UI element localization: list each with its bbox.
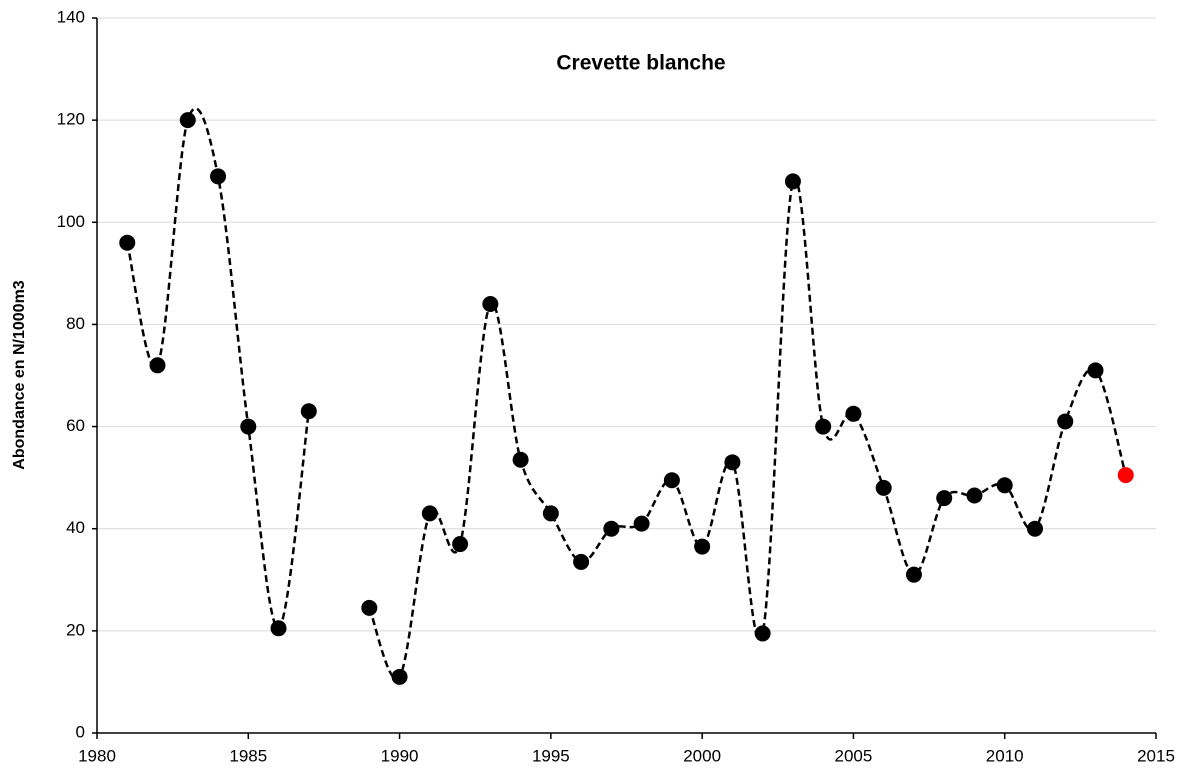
marker bbox=[512, 451, 529, 468]
y-tick-label: 60 bbox=[66, 416, 85, 435]
marker bbox=[875, 479, 892, 496]
y-tick-label: 40 bbox=[66, 518, 85, 537]
marker bbox=[815, 418, 832, 435]
y-tick-label: 120 bbox=[57, 110, 85, 129]
marker bbox=[391, 668, 408, 685]
marker bbox=[936, 490, 953, 507]
marker bbox=[179, 112, 196, 129]
x-tick-label: 2005 bbox=[835, 746, 873, 765]
marker bbox=[270, 620, 287, 637]
y-tick-label: 140 bbox=[57, 7, 85, 26]
marker bbox=[119, 234, 136, 251]
chart-title: Crevette blanche bbox=[556, 52, 725, 75]
x-tick-label: 1995 bbox=[532, 746, 570, 765]
y-tick-label: 0 bbox=[76, 722, 85, 741]
x-tick-label: 2010 bbox=[986, 746, 1024, 765]
marker bbox=[966, 487, 983, 504]
x-tick-label: 2015 bbox=[1137, 746, 1175, 765]
marker bbox=[1026, 520, 1043, 537]
marker bbox=[300, 403, 317, 420]
marker bbox=[361, 599, 378, 616]
marker bbox=[784, 173, 801, 190]
marker bbox=[452, 536, 469, 553]
marker bbox=[1087, 362, 1104, 379]
marker bbox=[482, 296, 499, 312]
marker bbox=[1057, 413, 1074, 430]
marker bbox=[149, 357, 166, 374]
y-tick-label: 100 bbox=[57, 212, 85, 231]
marker bbox=[1117, 467, 1134, 484]
marker bbox=[421, 505, 438, 522]
marker bbox=[694, 538, 711, 555]
marker bbox=[905, 566, 922, 583]
marker bbox=[210, 168, 227, 185]
marker bbox=[663, 472, 680, 489]
marker bbox=[996, 477, 1013, 494]
marker bbox=[724, 454, 741, 471]
marker bbox=[754, 625, 771, 642]
x-tick-label: 1980 bbox=[78, 746, 116, 765]
marker bbox=[240, 418, 257, 435]
x-tick-label: 2000 bbox=[683, 746, 721, 765]
x-tick-label: 1990 bbox=[381, 746, 419, 765]
line bbox=[368, 176, 1127, 681]
y-tick-label: 20 bbox=[66, 620, 85, 639]
marker bbox=[845, 405, 862, 422]
x-tick-label: 1985 bbox=[229, 746, 267, 765]
y-axis-title: Abondance en N/1000m3 bbox=[11, 280, 28, 470]
marker bbox=[542, 505, 559, 522]
marker bbox=[603, 520, 620, 537]
y-tick-label: 80 bbox=[66, 314, 85, 333]
marker bbox=[573, 553, 590, 570]
marker bbox=[633, 515, 650, 532]
